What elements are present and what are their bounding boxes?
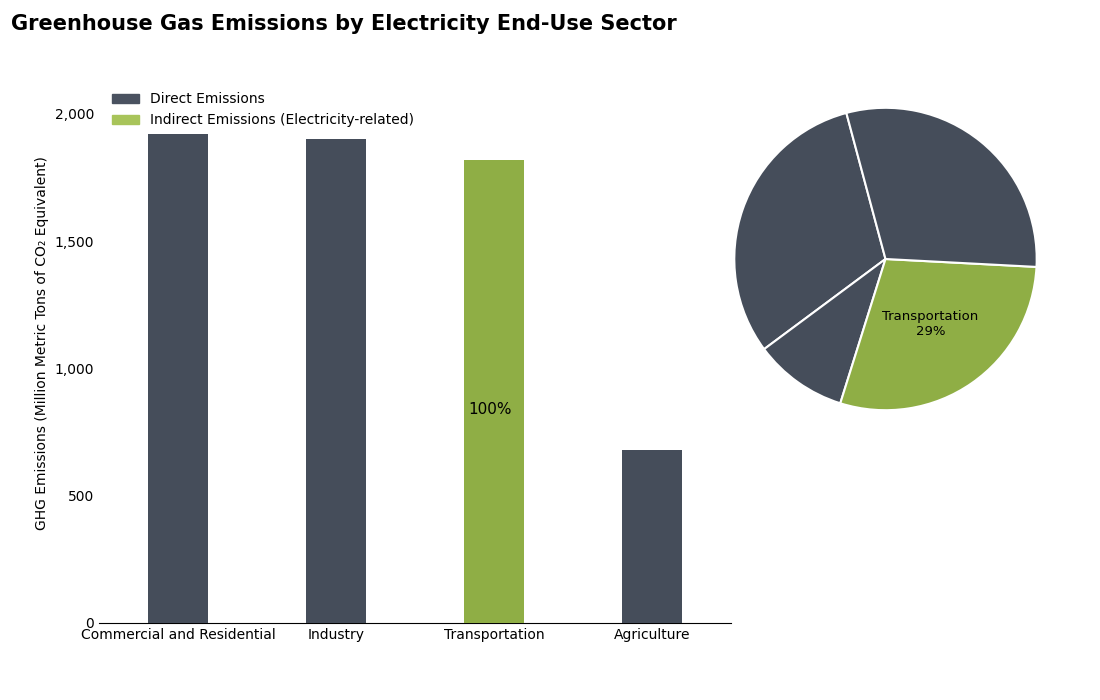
Wedge shape <box>840 259 1036 410</box>
Y-axis label: GHG Emissions (Million Metric Tons of CO₂ Equivalent): GHG Emissions (Million Metric Tons of CO… <box>35 156 50 530</box>
Wedge shape <box>846 108 1036 267</box>
Legend: Direct Emissions, Indirect Emissions (Electricity-related): Direct Emissions, Indirect Emissions (El… <box>106 87 420 133</box>
Text: Greenhouse Gas Emissions by Electricity End-Use Sector: Greenhouse Gas Emissions by Electricity … <box>11 14 676 34</box>
Bar <box>464 160 525 623</box>
Bar <box>306 511 366 623</box>
Bar <box>623 450 682 458</box>
Bar <box>623 458 682 623</box>
Bar <box>306 139 366 511</box>
Text: Transportation
29%: Transportation 29% <box>882 309 979 337</box>
Wedge shape <box>764 259 886 403</box>
Bar <box>148 134 208 343</box>
Wedge shape <box>735 113 886 349</box>
Text: 100%: 100% <box>468 402 512 417</box>
Bar <box>148 343 208 623</box>
